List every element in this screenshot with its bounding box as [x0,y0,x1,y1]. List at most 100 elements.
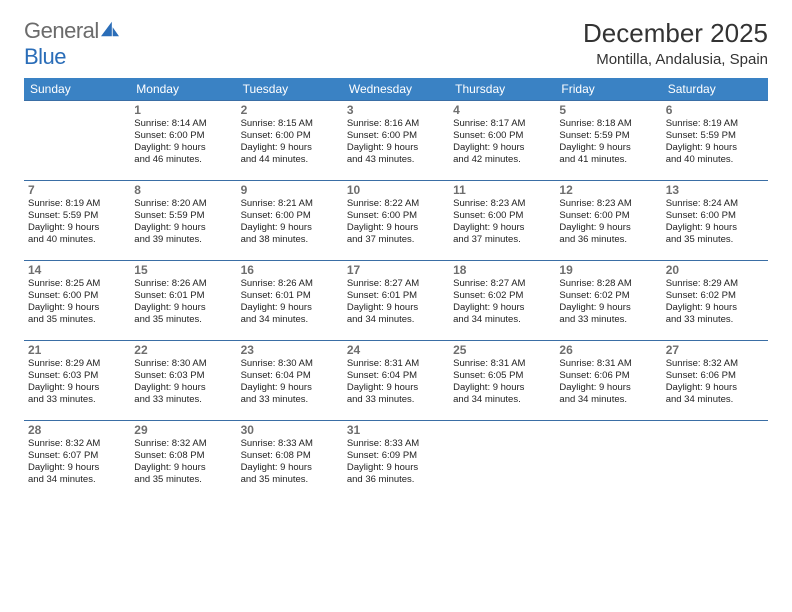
day-info: Sunrise: 8:27 AMSunset: 6:01 PMDaylight:… [347,278,445,326]
day-number: 9 [241,183,339,197]
day-number: 12 [559,183,657,197]
day-number: 30 [241,423,339,437]
day-info: Sunrise: 8:26 AMSunset: 6:01 PMDaylight:… [241,278,339,326]
day-info: Sunrise: 8:29 AMSunset: 6:02 PMDaylight:… [666,278,764,326]
day-number: 10 [347,183,445,197]
day-number: 27 [666,343,764,357]
header: GeneralBlue December 2025 Montilla, Anda… [24,18,768,70]
day-info: Sunrise: 8:30 AMSunset: 6:04 PMDaylight:… [241,358,339,406]
calendar-week-row: 28Sunrise: 8:32 AMSunset: 6:07 PMDayligh… [24,421,768,501]
day-info: Sunrise: 8:31 AMSunset: 6:05 PMDaylight:… [453,358,551,406]
day-info: Sunrise: 8:32 AMSunset: 6:07 PMDaylight:… [28,438,126,486]
day-header: Tuesday [237,78,343,101]
calendar-cell: 2Sunrise: 8:15 AMSunset: 6:00 PMDaylight… [237,101,343,181]
day-info: Sunrise: 8:28 AMSunset: 6:02 PMDaylight:… [559,278,657,326]
day-info: Sunrise: 8:27 AMSunset: 6:02 PMDaylight:… [453,278,551,326]
day-number: 5 [559,103,657,117]
calendar-cell [449,421,555,501]
day-info: Sunrise: 8:32 AMSunset: 6:06 PMDaylight:… [666,358,764,406]
day-header: Thursday [449,78,555,101]
day-header: Wednesday [343,78,449,101]
calendar-cell: 20Sunrise: 8:29 AMSunset: 6:02 PMDayligh… [662,261,768,341]
calendar-cell: 15Sunrise: 8:26 AMSunset: 6:01 PMDayligh… [130,261,236,341]
day-info: Sunrise: 8:30 AMSunset: 6:03 PMDaylight:… [134,358,232,406]
day-number: 4 [453,103,551,117]
day-info: Sunrise: 8:31 AMSunset: 6:04 PMDaylight:… [347,358,445,406]
calendar-cell: 7Sunrise: 8:19 AMSunset: 5:59 PMDaylight… [24,181,130,261]
brand-part2: Blue [24,44,66,69]
day-info: Sunrise: 8:31 AMSunset: 6:06 PMDaylight:… [559,358,657,406]
sail-icon [99,20,121,38]
calendar-cell: 1Sunrise: 8:14 AMSunset: 6:00 PMDaylight… [130,101,236,181]
calendar-cell: 17Sunrise: 8:27 AMSunset: 6:01 PMDayligh… [343,261,449,341]
month-title: December 2025 [583,18,768,49]
day-info: Sunrise: 8:15 AMSunset: 6:00 PMDaylight:… [241,118,339,166]
calendar-table: SundayMondayTuesdayWednesdayThursdayFrid… [24,78,768,501]
day-info: Sunrise: 8:24 AMSunset: 6:00 PMDaylight:… [666,198,764,246]
day-header: Monday [130,78,236,101]
calendar-cell [24,101,130,181]
calendar-cell: 27Sunrise: 8:32 AMSunset: 6:06 PMDayligh… [662,341,768,421]
day-number: 21 [28,343,126,357]
day-header: Friday [555,78,661,101]
calendar-cell: 12Sunrise: 8:23 AMSunset: 6:00 PMDayligh… [555,181,661,261]
day-number: 25 [453,343,551,357]
day-number: 26 [559,343,657,357]
calendar-body: 1Sunrise: 8:14 AMSunset: 6:00 PMDaylight… [24,101,768,501]
day-info: Sunrise: 8:26 AMSunset: 6:01 PMDaylight:… [134,278,232,326]
day-number: 19 [559,263,657,277]
calendar-cell: 8Sunrise: 8:20 AMSunset: 5:59 PMDaylight… [130,181,236,261]
day-info: Sunrise: 8:14 AMSunset: 6:00 PMDaylight:… [134,118,232,166]
calendar-cell: 22Sunrise: 8:30 AMSunset: 6:03 PMDayligh… [130,341,236,421]
calendar-cell [555,421,661,501]
calendar-cell: 21Sunrise: 8:29 AMSunset: 6:03 PMDayligh… [24,341,130,421]
calendar-cell: 31Sunrise: 8:33 AMSunset: 6:09 PMDayligh… [343,421,449,501]
calendar-cell: 23Sunrise: 8:30 AMSunset: 6:04 PMDayligh… [237,341,343,421]
calendar-cell: 26Sunrise: 8:31 AMSunset: 6:06 PMDayligh… [555,341,661,421]
calendar-week-row: 14Sunrise: 8:25 AMSunset: 6:00 PMDayligh… [24,261,768,341]
calendar-cell [662,421,768,501]
calendar-cell: 28Sunrise: 8:32 AMSunset: 6:07 PMDayligh… [24,421,130,501]
day-number: 23 [241,343,339,357]
day-info: Sunrise: 8:25 AMSunset: 6:00 PMDaylight:… [28,278,126,326]
calendar-cell: 14Sunrise: 8:25 AMSunset: 6:00 PMDayligh… [24,261,130,341]
day-number: 15 [134,263,232,277]
calendar-cell: 18Sunrise: 8:27 AMSunset: 6:02 PMDayligh… [449,261,555,341]
title-block: December 2025 Montilla, Andalusia, Spain [583,18,768,68]
day-number: 29 [134,423,232,437]
day-number: 18 [453,263,551,277]
day-number: 1 [134,103,232,117]
calendar-week-row: 1Sunrise: 8:14 AMSunset: 6:00 PMDaylight… [24,101,768,181]
day-info: Sunrise: 8:21 AMSunset: 6:00 PMDaylight:… [241,198,339,246]
day-info: Sunrise: 8:23 AMSunset: 6:00 PMDaylight:… [559,198,657,246]
calendar-week-row: 7Sunrise: 8:19 AMSunset: 5:59 PMDaylight… [24,181,768,261]
day-info: Sunrise: 8:33 AMSunset: 6:08 PMDaylight:… [241,438,339,486]
calendar-cell: 16Sunrise: 8:26 AMSunset: 6:01 PMDayligh… [237,261,343,341]
day-info: Sunrise: 8:33 AMSunset: 6:09 PMDaylight:… [347,438,445,486]
day-info: Sunrise: 8:29 AMSunset: 6:03 PMDaylight:… [28,358,126,406]
day-number: 11 [453,183,551,197]
day-info: Sunrise: 8:16 AMSunset: 6:00 PMDaylight:… [347,118,445,166]
calendar-cell: 4Sunrise: 8:17 AMSunset: 6:00 PMDaylight… [449,101,555,181]
day-header: Sunday [24,78,130,101]
day-info: Sunrise: 8:19 AMSunset: 5:59 PMDaylight:… [666,118,764,166]
day-header: Saturday [662,78,768,101]
day-number: 7 [28,183,126,197]
calendar-cell: 24Sunrise: 8:31 AMSunset: 6:04 PMDayligh… [343,341,449,421]
calendar-cell: 9Sunrise: 8:21 AMSunset: 6:00 PMDaylight… [237,181,343,261]
calendar-cell: 30Sunrise: 8:33 AMSunset: 6:08 PMDayligh… [237,421,343,501]
day-info: Sunrise: 8:32 AMSunset: 6:08 PMDaylight:… [134,438,232,486]
calendar-cell: 5Sunrise: 8:18 AMSunset: 5:59 PMDaylight… [555,101,661,181]
day-number: 13 [666,183,764,197]
day-number: 2 [241,103,339,117]
calendar-cell: 29Sunrise: 8:32 AMSunset: 6:08 PMDayligh… [130,421,236,501]
day-info: Sunrise: 8:23 AMSunset: 6:00 PMDaylight:… [453,198,551,246]
day-info: Sunrise: 8:17 AMSunset: 6:00 PMDaylight:… [453,118,551,166]
day-info: Sunrise: 8:22 AMSunset: 6:00 PMDaylight:… [347,198,445,246]
day-number: 17 [347,263,445,277]
brand-part1: General [24,18,99,43]
day-number: 22 [134,343,232,357]
day-number: 28 [28,423,126,437]
calendar-week-row: 21Sunrise: 8:29 AMSunset: 6:03 PMDayligh… [24,341,768,421]
calendar-cell: 11Sunrise: 8:23 AMSunset: 6:00 PMDayligh… [449,181,555,261]
